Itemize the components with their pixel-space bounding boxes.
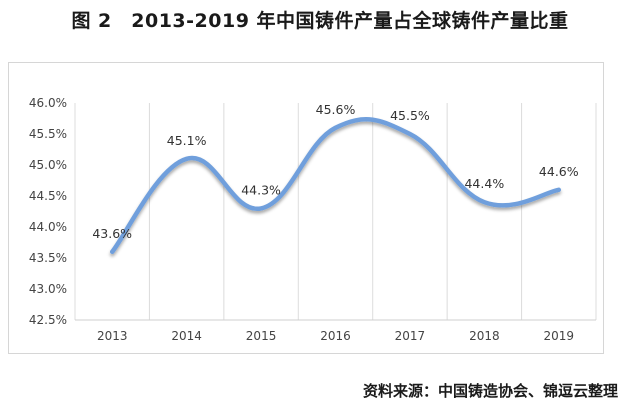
y-tick-label: 44.0%	[29, 220, 67, 234]
data-label: 45.5%	[390, 108, 430, 123]
x-tick-label: 2018	[469, 329, 500, 343]
y-tick-label: 45.5%	[29, 127, 67, 141]
y-tick-label: 43.5%	[29, 251, 67, 265]
x-tick-label: 2013	[97, 329, 128, 343]
data-label: 44.3%	[241, 182, 281, 197]
y-tick-label: 45.0%	[29, 158, 67, 172]
data-label: 44.4%	[464, 176, 504, 191]
x-tick-label: 2019	[544, 329, 575, 343]
data-label: 45.6%	[316, 102, 356, 117]
data-label: 44.6%	[539, 164, 579, 179]
grid-lines	[74, 103, 597, 321]
y-tick-label: 46.0%	[29, 96, 67, 110]
x-tick-label: 2016	[320, 329, 351, 343]
data-label: 43.6%	[92, 226, 132, 241]
series-line	[109, 117, 562, 255]
figure-title: 图 2 2013-2019 年中国铸件产量占全球铸件产量比重	[71, 10, 569, 32]
x-tick-label: 2014	[171, 329, 202, 343]
chart-frame	[8, 62, 604, 354]
y-tick-label: 42.5%	[29, 313, 67, 327]
source-note: 资料来源：中国铸造协会、锦逗云整理	[362, 382, 618, 400]
x-axis-tick-labels: 2013 2014 2015 2016 2017 2018 2019	[97, 329, 574, 343]
series-line-group	[109, 117, 562, 255]
x-tick-label: 2017	[395, 329, 426, 343]
data-labels: 43.6% 45.1% 44.3% 45.6% 45.5% 44.4% 44.6%	[92, 102, 578, 241]
y-tick-label: 44.5%	[29, 189, 67, 203]
y-tick-label: 43.0%	[29, 282, 67, 296]
y-axis-tick-labels: 42.5% 43.0% 43.5% 44.0% 44.5% 45.0% 45.5% 46.0%	[29, 96, 67, 327]
x-tick-label: 2015	[246, 329, 277, 343]
data-label: 45.1%	[167, 133, 207, 148]
